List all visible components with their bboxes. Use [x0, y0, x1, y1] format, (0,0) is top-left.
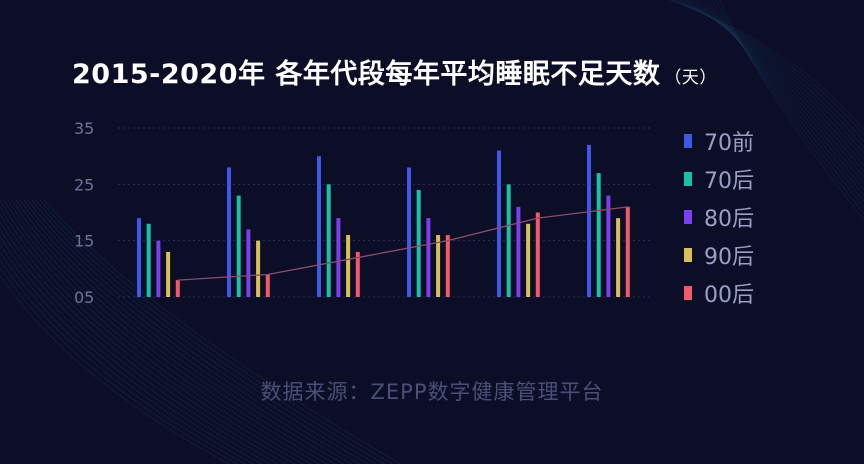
- legend-item: 70前: [684, 122, 754, 160]
- decor-curve-line: [685, 0, 864, 167]
- bar-70前-2018: [407, 167, 411, 297]
- y-tick-label: 05: [74, 288, 94, 307]
- legend-swatch: [684, 134, 692, 148]
- y-tick-label: 35: [74, 119, 94, 138]
- decor-curve-line: [0, 251, 255, 464]
- decor-curve-line: [15, 199, 345, 464]
- legend-swatch: [684, 248, 692, 262]
- bar-70后-2018: [416, 189, 421, 297]
- decor-curve-line: [703, 0, 864, 197]
- decor-curve-line: [0, 199, 312, 464]
- decor-curve-line: [695, 0, 864, 185]
- chart-title: 2015-2020年 各年代段每年平均睡眠不足天数 （天）: [72, 59, 717, 90]
- decor-curve-line: [668, 0, 864, 131]
- bar-70前-2017: [317, 156, 321, 297]
- legend-label: 70后: [704, 169, 754, 194]
- bar-80后-2016: [246, 229, 251, 297]
- decor-curve-line: [7, 199, 328, 464]
- bar-90后-2017: [346, 235, 351, 297]
- title-unit: （天）: [664, 68, 717, 88]
- decor-curve-line: [692, 0, 864, 179]
- decor-curve-line: [39, 199, 393, 464]
- legend-item: 00后: [684, 274, 754, 312]
- bar-90后-2018: [436, 235, 441, 297]
- bar-80后-2020: [606, 195, 611, 297]
- bar-80后-2018: [426, 218, 431, 297]
- y-tick-label: 15: [74, 232, 94, 251]
- decor-curve-line: [19, 199, 353, 464]
- decor-curve-line: [670, 0, 864, 137]
- bar-70后-2015: [146, 223, 151, 297]
- legend-swatch: [684, 210, 692, 224]
- bar-90后-2016: [256, 240, 261, 297]
- decor-curve-line: [0, 206, 304, 464]
- legend-swatch: [684, 286, 692, 300]
- decor-curve-line: [0, 235, 271, 464]
- legend: 70前 70后 80后 90后 00后: [684, 122, 754, 312]
- decor-curve-line: [31, 199, 377, 464]
- decor-curve-line: [718, 0, 864, 221]
- decor-curve-line: [0, 220, 288, 464]
- decor-curve-line: [675, 0, 864, 149]
- legend-label: 80后: [704, 207, 754, 232]
- bar-00后-2016: [265, 274, 270, 297]
- bar-00后-2019: [535, 212, 540, 297]
- legend-item: 90后: [684, 236, 754, 274]
- bar-70前-2015: [137, 218, 141, 297]
- bar-80后-2015: [156, 240, 161, 297]
- bar-00后-2015: [175, 280, 180, 297]
- decor-curve-line: [673, 0, 864, 143]
- decor-curve-line: [3, 199, 320, 464]
- decor-curve-line: [27, 199, 369, 464]
- legend-item: 80后: [684, 198, 754, 236]
- y-tick-label: 25: [74, 175, 94, 194]
- decor-curve-line: [35, 199, 385, 464]
- bar-70后-2017: [326, 184, 331, 297]
- bar-70后-2016: [236, 195, 241, 297]
- decor-curve-line: [688, 0, 864, 173]
- decor-curve-line: [0, 259, 247, 464]
- data-source: 数据来源：ZEPP数字健康管理平台: [260, 380, 604, 404]
- decor-curve-line: [0, 275, 231, 464]
- decor-curve-line: [710, 0, 864, 209]
- bar-90后-2015: [166, 251, 171, 297]
- bar-70后-2019: [506, 184, 511, 297]
- bar-00后-2017: [355, 251, 360, 297]
- trend-line: [177, 206, 628, 281]
- bar-80后-2017: [336, 218, 341, 297]
- legend-label: 00后: [704, 283, 754, 308]
- legend-swatch: [684, 172, 692, 186]
- bar-90后-2019: [526, 223, 531, 297]
- decor-curve-line: [0, 213, 296, 464]
- decor-curve-line: [714, 0, 864, 215]
- bar-70前-2019: [497, 150, 501, 297]
- decor-curve-line: [0, 266, 239, 464]
- bar-90后-2020: [616, 218, 621, 297]
- decor-curve-line: [0, 243, 263, 464]
- bar-00后-2018: [445, 235, 450, 297]
- bar-00后-2020: [625, 206, 630, 297]
- decor-curve-line: [707, 0, 864, 203]
- bar-70前-2020: [587, 144, 591, 297]
- decor-curve-line: [11, 199, 337, 464]
- bar-80后-2019: [516, 206, 521, 297]
- legend-label: 70前: [704, 131, 754, 156]
- decor-curve-line: [23, 199, 361, 464]
- decor-curve-line: [43, 199, 402, 464]
- legend-item: 70后: [684, 160, 754, 198]
- legend-label: 90后: [704, 245, 754, 270]
- decor-curve-line: [0, 228, 280, 464]
- bar-70前-2016: [227, 167, 231, 297]
- decor-curve-line: [678, 0, 864, 155]
- decor-curve-line: [681, 0, 864, 161]
- decor-curve-line: [699, 0, 864, 191]
- bar-70后-2020: [596, 173, 601, 297]
